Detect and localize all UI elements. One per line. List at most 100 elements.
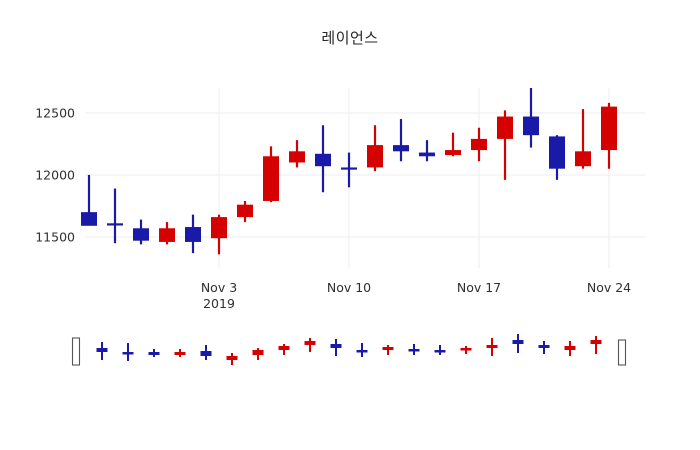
y-axis-tick-label: 12500 [35,105,75,120]
candle-body [341,167,357,170]
candle [315,125,331,193]
inset-candle [330,339,342,356]
candle-series [81,88,617,255]
candle-body [445,150,461,156]
candle-body [289,151,305,163]
candle [419,140,435,162]
inset-candle [564,341,576,356]
candle [575,109,591,169]
inset-candle-body [122,352,134,355]
inset-candle-body [96,348,108,352]
candle-body [575,151,591,167]
inset-candle-body [486,345,498,348]
inset-candle [408,344,420,355]
inset-candle [356,343,368,357]
inset-candle-series [71,334,627,366]
inset-candle [382,345,394,355]
candle [81,174,97,226]
candle [601,102,617,169]
candle-body [419,152,435,157]
candle-body [107,223,123,226]
inset-candle-body [538,345,550,348]
candle-body [393,145,409,152]
candle-body [601,106,617,151]
inset-candle [486,338,498,356]
candle [133,219,149,245]
x-axis-tick-label: Nov 10 [327,280,371,295]
inset-candle-body [356,350,368,353]
candle-body [263,156,279,201]
candle [367,125,383,172]
candle-body [315,153,331,167]
inset-candle-body [148,352,160,355]
inset-candle [174,349,186,357]
inset-candle [200,345,212,360]
candle [393,119,409,162]
inset-candle [252,348,264,360]
candle-body [367,145,383,168]
inset-candle-body [434,350,446,353]
candle [185,214,201,254]
x-axis-year-label: 2019 [203,296,235,311]
candle [471,127,487,162]
inset-candle [460,346,472,354]
candle [497,110,513,180]
candle [549,135,565,180]
y-axis-tick-label: 12000 [35,167,75,182]
candle [107,188,123,244]
inset-candle [122,343,134,361]
candle-body [185,227,201,242]
inset-candle-hollow-body [71,337,81,366]
inset-candle-body [252,350,264,355]
y-axis-tick-label: 11500 [35,229,75,244]
inset-candle-body [200,351,212,356]
candle-body [471,138,487,151]
y-axis-ticks: 11500 12000 12500 [35,105,75,244]
inset-candle-body [564,346,576,350]
candle [341,152,357,188]
inset-candle [617,339,627,366]
inset-candle-body [382,347,394,350]
candle [445,132,461,157]
x-axis-tick-label: Nov 17 [457,280,501,295]
inset-candle [434,345,446,355]
candle [159,222,175,245]
inset-candle-body [304,341,316,345]
chart-title: 레이언스 [321,29,379,47]
candle-body [211,217,227,239]
inset-candle [538,341,550,354]
inset-candle-body [590,340,602,344]
candle-body [133,228,149,241]
candle [211,214,227,255]
inset-candle-hollow-body [617,339,627,366]
inset-candle-body [460,348,472,351]
inset-candle [226,353,238,365]
candle [523,88,539,148]
x-axis-tick-label: Nov 3 [201,280,237,295]
candle-body [237,204,253,218]
inset-candle [71,337,81,366]
inset-candle-body [174,352,186,355]
inset-candle [512,334,524,353]
inset-candle-body [226,356,238,360]
candle-body [523,116,539,136]
inset-candle-body [512,340,524,344]
candle [263,146,279,203]
candle-body [497,116,513,139]
inset-candle-body [408,349,420,352]
inset-candle [96,342,108,360]
inset-candle [148,349,160,357]
inset-candle-body [278,346,290,350]
inset-candle-body [330,344,342,348]
candle [289,140,305,168]
candle-body [81,212,97,226]
candle [237,200,253,223]
inset-candle [304,338,316,352]
x-axis-ticks: Nov 3 Nov 10 Nov 17 Nov 24 2019 [201,280,631,311]
candle-body [159,228,175,242]
candle-body [549,136,565,169]
x-axis-tick-label: Nov 24 [587,280,631,295]
inset-candle [590,336,602,354]
